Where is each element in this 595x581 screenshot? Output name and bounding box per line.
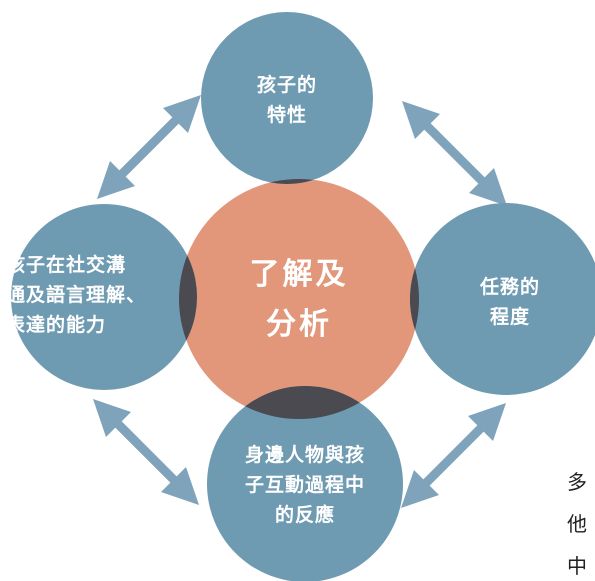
arrow-bottom-right bbox=[401, 403, 506, 508]
side-text-line-3: 中 bbox=[567, 554, 587, 578]
side-text-line-1: 多 bbox=[567, 470, 587, 494]
bottom-circle bbox=[207, 386, 403, 581]
top-circle bbox=[201, 12, 373, 184]
left-circle bbox=[11, 204, 197, 390]
side-text-line-2: 他 bbox=[567, 512, 587, 536]
arrow-top-left bbox=[97, 95, 201, 199]
arrow-top-right bbox=[402, 101, 507, 206]
right-circle bbox=[410, 203, 595, 395]
arrow-bottom-left bbox=[93, 399, 199, 505]
center-circle bbox=[179, 179, 419, 419]
